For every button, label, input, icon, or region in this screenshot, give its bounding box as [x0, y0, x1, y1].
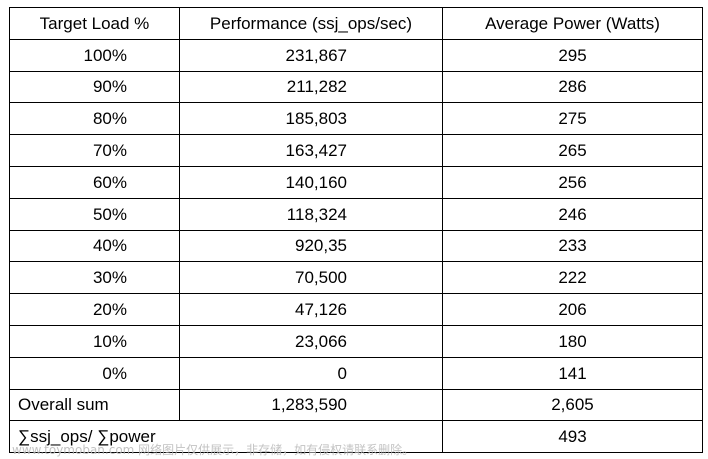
header-target-load: Target Load %: [9, 7, 180, 40]
power-cell: 222: [442, 261, 703, 295]
load-cell: 40%: [9, 229, 180, 263]
load-cell: 20%: [9, 293, 180, 326]
power-cell: 233: [442, 229, 703, 263]
power-cell: 275: [442, 102, 703, 136]
header-performance: Performance (ssj_ops/sec): [179, 7, 443, 40]
performance-cell: 23,066: [179, 324, 443, 358]
table-row: 70% 163,427 265: [9, 134, 703, 167]
load-cell: 80%: [9, 102, 180, 136]
table-row: 40% 920,35 233: [9, 229, 703, 263]
overall-sum-label: Overall sum: [9, 388, 180, 422]
load-cell: 10%: [9, 324, 180, 358]
load-cell: 60%: [9, 165, 180, 199]
efficiency-ratio-value: 493: [442, 420, 703, 454]
performance-cell: 920,35: [179, 229, 443, 263]
load-cell: 90%: [9, 70, 180, 104]
power-cell: 256: [442, 165, 703, 199]
results-sheet: Target Load % Performance (ssj_ops/sec) …: [9, 7, 703, 454]
header-row: Target Load % Performance (ssj_ops/sec) …: [9, 7, 703, 40]
efficiency-ratio-row: ∑ssj_ops/ ∑power 493: [9, 420, 703, 454]
performance-cell: 118,324: [179, 197, 443, 231]
performance-cell: 211,282: [179, 70, 443, 104]
load-cell: 50%: [9, 197, 180, 231]
table-row: 10% 23,066 180: [9, 324, 703, 358]
performance-cell: 231,867: [179, 38, 443, 72]
power-cell: 180: [442, 324, 703, 358]
load-cell: 0%: [9, 356, 180, 390]
overall-sum-row: Overall sum 1,283,590 2,605: [9, 388, 703, 422]
load-cell: 100%: [9, 38, 180, 72]
header-average-power: Average Power (Watts): [442, 7, 703, 40]
power-performance-table: Target Load % Performance (ssj_ops/sec) …: [9, 7, 703, 454]
efficiency-ratio-label: ∑ssj_ops/ ∑power: [9, 420, 180, 454]
table-row: 60% 140,160 256: [9, 165, 703, 199]
load-cell: 70%: [9, 134, 180, 167]
performance-cell: 140,160: [179, 165, 443, 199]
table-row: 80% 185,803 275: [9, 102, 703, 136]
load-cell: 30%: [9, 261, 180, 295]
power-cell: 286: [442, 70, 703, 104]
performance-cell: 70,500: [179, 261, 443, 295]
performance-cell: 185,803: [179, 102, 443, 136]
table-row: 0% 0 141: [9, 356, 703, 390]
power-cell: 295: [442, 38, 703, 72]
table-row: 20% 47,126 206: [9, 293, 703, 326]
table-row: 90% 211,282 286: [9, 70, 703, 104]
performance-cell: 0: [179, 356, 443, 390]
table-row: 100% 231,867 295: [9, 38, 703, 72]
performance-cell: 163,427: [179, 134, 443, 167]
overall-sum-performance: 1,283,590: [179, 388, 443, 422]
efficiency-ratio-blank: [179, 420, 443, 454]
table-row: 50% 118,324 246: [9, 197, 703, 231]
table-row: 30% 70,500 222: [9, 261, 703, 295]
power-cell: 141: [442, 356, 703, 390]
overall-sum-power: 2,605: [442, 388, 703, 422]
power-cell: 206: [442, 293, 703, 326]
source-watermark: www.toymoban.com 网络图片仅供展示，非存储，如有侵权请联系删除。: [12, 443, 415, 457]
performance-cell: 47,126: [179, 293, 443, 326]
power-cell: 246: [442, 197, 703, 231]
power-cell: 265: [442, 134, 703, 167]
